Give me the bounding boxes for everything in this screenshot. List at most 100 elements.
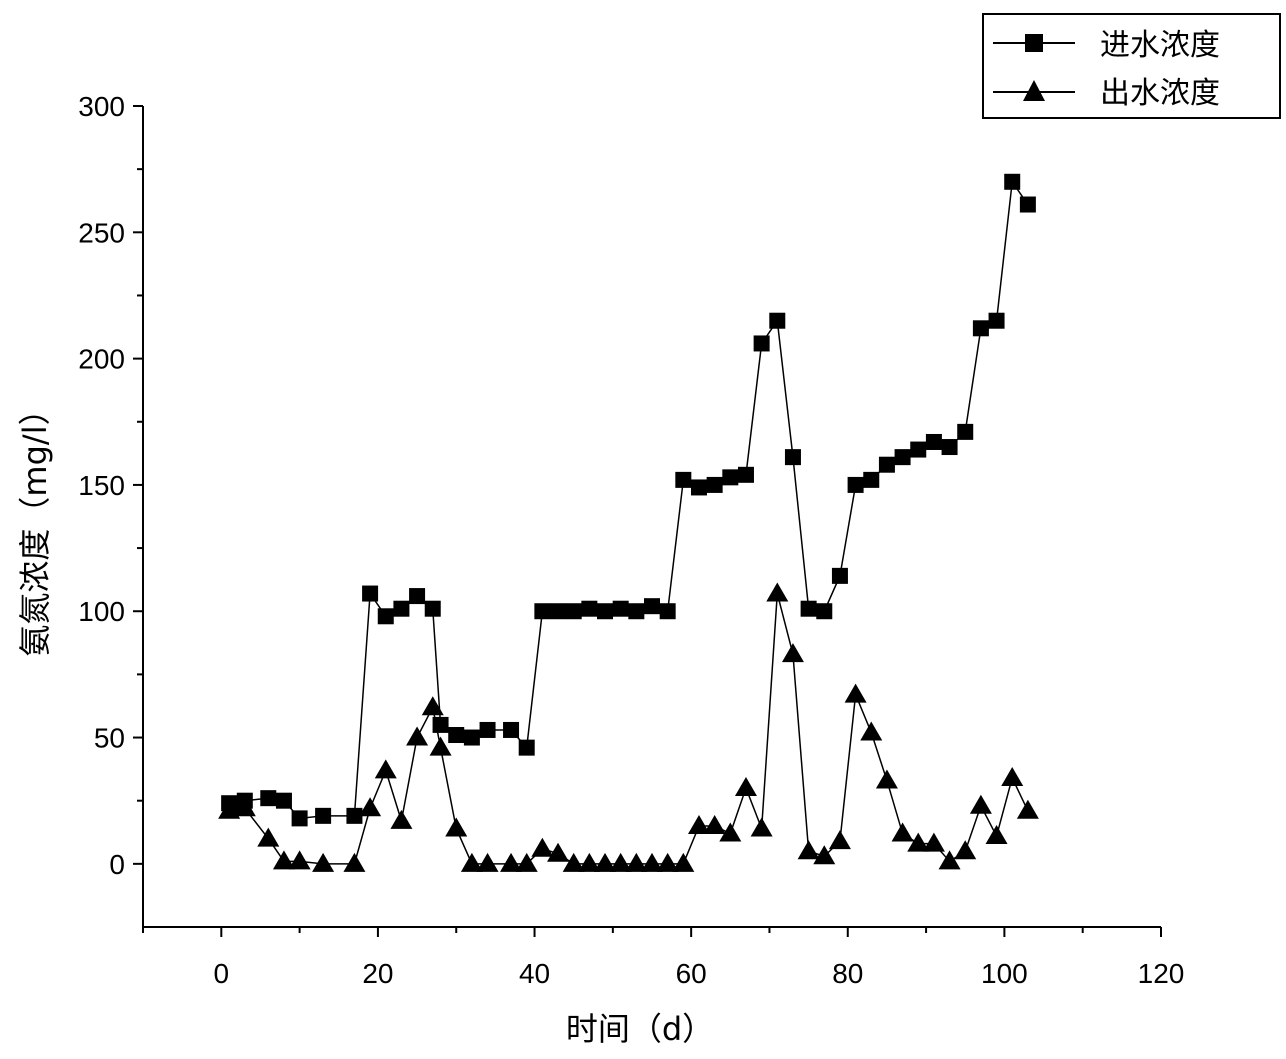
data-point-outflow xyxy=(922,832,945,852)
data-point-outflow xyxy=(656,852,679,872)
data-point-inflow xyxy=(291,810,308,827)
y-tick-label: 150 xyxy=(78,470,125,501)
data-point-outflow xyxy=(343,852,366,872)
data-point-outflow xyxy=(429,736,452,756)
data-point-inflow xyxy=(800,600,817,617)
data-point-inflow xyxy=(565,603,582,620)
data-point-outflow xyxy=(969,794,992,814)
series-layer xyxy=(218,173,1039,872)
data-point-outflow xyxy=(609,852,632,872)
data-point-outflow xyxy=(1001,766,1024,786)
data-point-outflow xyxy=(531,837,554,857)
data-point-inflow xyxy=(706,476,723,493)
data-point-outflow xyxy=(719,822,742,842)
data-point-outflow xyxy=(625,852,648,872)
axes: 0 20 40 60 80 100 120 0 50 100 150 200 250 300 xyxy=(78,91,1184,989)
data-point-inflow xyxy=(690,479,707,496)
data-point-outflow xyxy=(828,830,851,850)
data-point-outflow xyxy=(938,850,961,870)
y-tick-label: 200 xyxy=(78,344,125,375)
data-point-inflow xyxy=(925,433,942,450)
data-point-outflow xyxy=(500,852,523,872)
y-tick-label: 300 xyxy=(78,91,125,122)
data-point-inflow xyxy=(534,603,551,620)
data-point-inflow xyxy=(753,335,770,352)
data-point-inflow xyxy=(362,585,379,602)
data-point-outflow xyxy=(687,814,710,834)
data-point-inflow xyxy=(659,603,676,620)
data-point-inflow xyxy=(878,456,895,473)
data-point-inflow xyxy=(315,807,332,824)
data-point-inflow xyxy=(377,608,394,625)
y-axis-title: 氨氮浓度（mg/l） xyxy=(16,393,54,656)
data-point-inflow xyxy=(972,320,989,337)
data-point-outflow xyxy=(844,683,867,703)
data-point-inflow xyxy=(393,600,410,617)
data-point-outflow xyxy=(233,797,256,817)
x-tick-label: 60 xyxy=(676,958,707,989)
data-point-outflow xyxy=(891,822,914,842)
series-line-1 xyxy=(228,179,1029,820)
data-point-inflow xyxy=(988,312,1005,329)
data-point-outflow xyxy=(641,852,663,872)
data-point-inflow xyxy=(463,729,480,746)
data-point-inflow xyxy=(424,600,441,617)
data-point-outflow xyxy=(272,850,295,870)
y-tick-label: 0 xyxy=(109,849,125,880)
data-point-outflow xyxy=(359,797,382,817)
data-point-outflow xyxy=(218,799,241,819)
data-point-inflow xyxy=(737,466,754,483)
data-point-inflow xyxy=(816,603,833,620)
x-tick-label: 80 xyxy=(832,958,863,989)
data-point-inflow xyxy=(1004,173,1021,190)
data-point-outflow xyxy=(672,852,695,872)
legend-marker-outflow xyxy=(1023,80,1045,101)
x-tick-label: 0 xyxy=(214,958,230,989)
y-tick-label: 100 xyxy=(78,596,125,627)
data-point-inflow xyxy=(503,721,520,738)
x-tick-label: 120 xyxy=(1138,958,1185,989)
data-point-inflow xyxy=(448,727,465,744)
data-point-outflow xyxy=(1016,799,1039,819)
data-point-outflow xyxy=(985,825,1008,845)
data-point-outflow xyxy=(547,842,570,862)
data-point-outflow xyxy=(288,850,311,870)
data-point-inflow xyxy=(894,449,911,466)
data-point-inflow xyxy=(275,792,292,809)
data-point-inflow xyxy=(409,588,426,605)
data-point-inflow xyxy=(479,721,496,738)
data-point-outflow xyxy=(594,852,617,872)
data-point-outflow xyxy=(750,817,773,837)
legend-label-outflow: 出水浓度 xyxy=(1100,76,1220,111)
data-point-inflow xyxy=(518,739,535,756)
data-point-inflow xyxy=(550,603,567,620)
data-point-outflow xyxy=(734,777,757,797)
data-point-inflow xyxy=(628,603,645,620)
data-point-outflow xyxy=(390,809,413,829)
data-point-outflow xyxy=(860,721,883,741)
data-point-inflow xyxy=(644,598,660,615)
series-line-2 xyxy=(229,593,1029,865)
data-point-inflow xyxy=(941,439,958,456)
legend-marker-inflow xyxy=(1025,34,1043,52)
data-point-outflow xyxy=(406,726,429,746)
y-tick-label: 50 xyxy=(94,723,125,754)
x-tick-label: 20 xyxy=(362,958,393,989)
data-point-inflow xyxy=(863,471,880,488)
legend-label-inflow: 进水浓度 xyxy=(1100,28,1220,63)
data-point-outflow xyxy=(257,827,280,847)
data-point-inflow xyxy=(722,469,739,486)
data-point-inflow xyxy=(675,471,692,488)
data-point-inflow xyxy=(784,449,801,466)
data-point-outflow xyxy=(954,840,977,860)
data-point-inflow xyxy=(597,603,614,620)
data-point-inflow xyxy=(847,476,864,493)
data-point-outflow xyxy=(766,582,789,602)
data-point-outflow xyxy=(875,769,898,789)
data-point-outflow xyxy=(476,852,499,872)
data-point-outflow xyxy=(813,845,836,865)
data-point-inflow xyxy=(581,600,598,617)
x-tick-label: 100 xyxy=(981,958,1028,989)
data-point-inflow xyxy=(957,423,974,440)
